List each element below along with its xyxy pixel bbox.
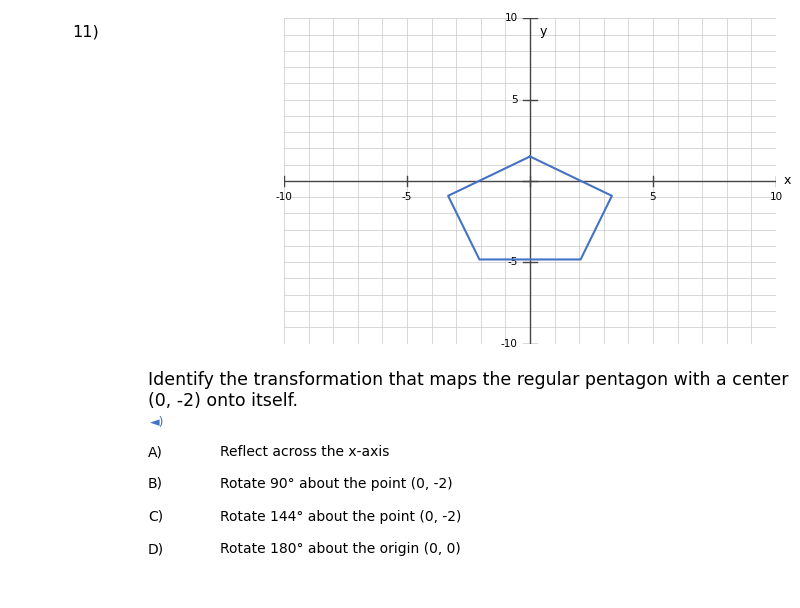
Text: 5: 5 — [650, 192, 656, 202]
Text: D): D) — [148, 542, 164, 556]
Text: 5: 5 — [511, 95, 518, 105]
Text: ◄): ◄) — [150, 416, 165, 429]
Text: -10: -10 — [275, 192, 293, 202]
Text: (0, -2) onto itself.: (0, -2) onto itself. — [148, 392, 298, 410]
Text: y: y — [540, 25, 547, 38]
Text: -10: -10 — [501, 339, 518, 348]
Text: A): A) — [148, 445, 163, 459]
Text: Rotate 180° about the origin (0, 0): Rotate 180° about the origin (0, 0) — [220, 542, 461, 556]
Text: 11): 11) — [72, 24, 98, 40]
Text: 10: 10 — [505, 13, 518, 23]
Text: C): C) — [148, 510, 163, 523]
Text: x: x — [783, 174, 790, 187]
Text: 10: 10 — [770, 192, 782, 202]
Text: Rotate 90° about the point (0, -2): Rotate 90° about the point (0, -2) — [220, 477, 453, 491]
Text: Rotate 144° about the point (0, -2): Rotate 144° about the point (0, -2) — [220, 510, 462, 523]
Text: -5: -5 — [507, 257, 518, 267]
Text: B): B) — [148, 477, 163, 491]
Text: Identify the transformation that maps the regular pentagon with a center: Identify the transformation that maps th… — [148, 371, 789, 389]
Text: -5: -5 — [402, 192, 412, 202]
Text: Reflect across the x-axis: Reflect across the x-axis — [220, 445, 390, 459]
